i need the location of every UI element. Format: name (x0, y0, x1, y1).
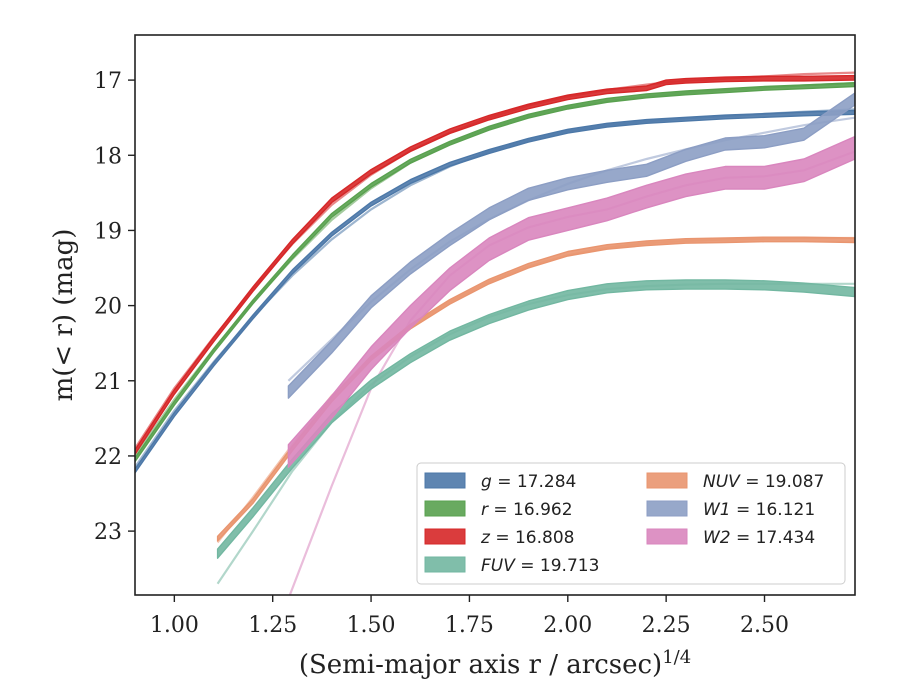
x-tick-label: 2.50 (740, 613, 789, 638)
x-tick-label: 1.50 (347, 613, 396, 638)
legend-label-z: z = 16.808 (480, 528, 574, 548)
band-w2 (287, 135, 855, 468)
legend-label-r: r = 16.962 (481, 500, 573, 520)
legend-label-w2: W2 = 17.434 (703, 528, 815, 548)
x-tick-label: 2.25 (642, 613, 691, 638)
legend-label-nuv: NUV = 19.087 (703, 472, 824, 492)
legend-swatch-w1 (646, 500, 688, 517)
y-tick-label: 22 (94, 445, 122, 470)
y-tick-label: 17 (94, 69, 122, 94)
legend-swatch-nuv (646, 472, 688, 489)
legend-label-w1: W1 = 16.121 (703, 500, 815, 520)
plot-area (135, 71, 855, 595)
plot-frame (134, 34, 856, 596)
band-w1 (287, 92, 855, 399)
legend-swatch-z (424, 528, 466, 545)
legend-swatch-g (424, 472, 466, 489)
legend-label-g: g = 17.284 (481, 472, 576, 492)
x-axis: 1.00 1.25 1.50 1.75 2.00 2.25 2.50 (150, 595, 789, 638)
band-g (135, 109, 855, 474)
y-axis-title: m(< r) (mag) (49, 229, 79, 402)
legend-label-fuv: FUV = 19.713 (481, 556, 599, 576)
legend-swatch-w2 (646, 528, 688, 545)
model-curve-w1 (287, 116, 855, 382)
y-axis: 17 18 19 20 21 22 23 (94, 69, 135, 545)
band-z (135, 74, 855, 456)
band-fuv (216, 279, 855, 559)
legend-box (416, 462, 846, 585)
x-tick-label: 1.25 (248, 613, 297, 638)
band-r (135, 81, 855, 463)
x-tick-label: 2.00 (543, 613, 592, 638)
x-tick-label: 1.00 (150, 613, 199, 638)
legend: g = 17.284 r = 16.962 z = 16.808 FUV = 19.7… (416, 462, 846, 585)
y-tick-label: 23 (94, 520, 122, 545)
y-tick-label: 19 (94, 219, 122, 244)
x-tick-label: 1.75 (445, 613, 494, 638)
x-axis-title: (Semi-major axis r / arcsec)1/4 (299, 647, 691, 680)
y-tick-label: 20 (94, 295, 122, 320)
y-tick-label: 18 (94, 144, 122, 169)
legend-swatch-r (424, 500, 466, 517)
y-tick-label: 21 (94, 370, 122, 395)
legend-swatch-fuv (424, 556, 466, 573)
